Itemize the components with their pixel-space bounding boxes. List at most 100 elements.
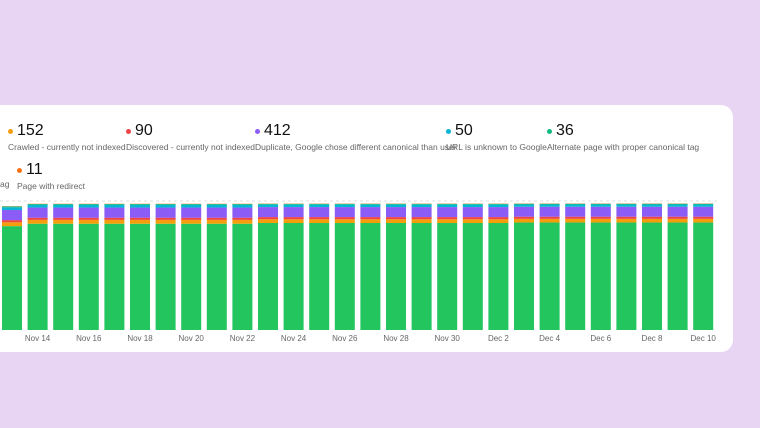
bar-segment xyxy=(334,204,355,208)
bar-nov-18[interactable] xyxy=(130,203,150,330)
bar-nov-17[interactable] xyxy=(104,203,125,330)
bar-segment xyxy=(539,204,560,207)
bar-segment xyxy=(642,204,662,207)
bar-segment xyxy=(53,219,74,224)
bar-nov-16[interactable] xyxy=(78,203,99,330)
bar-segment xyxy=(27,219,48,224)
bar-segment xyxy=(27,204,48,205)
legend-value: 36 xyxy=(556,122,574,139)
bar-segment xyxy=(616,216,637,219)
bar-dec-6[interactable] xyxy=(590,203,611,330)
bar-segment xyxy=(462,203,483,205)
bar-segment xyxy=(78,204,99,208)
bar-dec-7[interactable] xyxy=(616,203,637,330)
bar-nov-22[interactable] xyxy=(232,203,253,330)
bar-segment xyxy=(488,203,509,205)
legend-dot-icon xyxy=(126,128,131,134)
bar-segment xyxy=(411,217,432,220)
bar-segment xyxy=(462,217,483,220)
bar-segment xyxy=(590,222,611,330)
x-tick-label: Nov 24 xyxy=(281,334,307,343)
x-tick-label: Dec 8 xyxy=(642,334,663,343)
bar-nov-14[interactable] xyxy=(27,203,48,330)
legend-dot-icon xyxy=(17,167,22,173)
bar-segment xyxy=(386,207,406,218)
legend-value: 90 xyxy=(135,122,153,139)
bar-segment xyxy=(360,207,381,218)
bar-segment xyxy=(565,218,586,223)
bar-segment xyxy=(53,217,74,220)
bar-nov-15[interactable] xyxy=(53,203,74,330)
bar-segment xyxy=(206,219,227,224)
legend-dot-icon xyxy=(547,128,552,134)
bar-nov-29[interactable] xyxy=(411,203,432,330)
bar-segment xyxy=(360,217,381,220)
bar-segment xyxy=(206,207,227,218)
x-tick-label: Nov 18 xyxy=(127,334,153,343)
bar-nov-24[interactable] xyxy=(283,203,304,330)
bar-segment xyxy=(667,204,688,207)
bar-segment xyxy=(283,223,304,330)
bar-dec-3[interactable] xyxy=(514,203,534,330)
bar-segment xyxy=(693,216,714,219)
bar-nov-20[interactable] xyxy=(181,203,202,330)
legend-label: Crawled - currently not indexed xyxy=(8,142,126,152)
bar-dec-9[interactable] xyxy=(667,203,688,330)
bar-nov-30[interactable] xyxy=(437,203,458,330)
legend-item[interactable]: 11 Page with redirect xyxy=(17,162,85,191)
bar-segment xyxy=(104,217,125,220)
legend-value: 152 xyxy=(17,122,44,139)
legend-item[interactable]: 152 Crawled - currently not indexed xyxy=(8,123,126,152)
bar-nov-26[interactable] xyxy=(334,203,355,330)
bar-dec-2[interactable] xyxy=(488,203,509,330)
bar-segment xyxy=(2,220,22,223)
x-tick-label: Nov 28 xyxy=(383,334,409,343)
bar-dec-8[interactable] xyxy=(642,203,662,330)
bar-nov-25[interactable] xyxy=(309,203,330,330)
legend-item[interactable]: 50 URL is unknown to Google xyxy=(446,123,547,152)
bar-segment xyxy=(386,204,406,208)
bar-segment xyxy=(155,219,176,224)
bar-segment xyxy=(616,218,637,223)
bar-dec-1[interactable] xyxy=(462,203,483,330)
bar-dec-4[interactable] xyxy=(539,203,560,330)
bar-nov-28[interactable] xyxy=(386,203,406,330)
bar-segment xyxy=(386,203,406,205)
bar-segment xyxy=(181,204,202,205)
legend-item[interactable]: 90 Discovered - currently not indexed xyxy=(126,123,255,152)
bar-segment xyxy=(386,223,406,330)
bar-nov-19[interactable] xyxy=(155,203,176,330)
bar-nov-23[interactable] xyxy=(258,203,278,330)
bar-segment xyxy=(462,204,483,208)
bar-segment xyxy=(565,216,586,219)
bar-segment xyxy=(309,203,330,205)
legend-label: URL is unknown to Google xyxy=(446,142,547,152)
bar-segment xyxy=(590,204,611,207)
bar-segment xyxy=(514,216,534,219)
bar-segment xyxy=(309,223,330,330)
bar-nov-21[interactable] xyxy=(206,203,227,330)
bar-segment xyxy=(155,217,176,220)
bar-dec-10[interactable] xyxy=(693,203,714,330)
bar-segment xyxy=(642,206,662,217)
bar-nov-13[interactable] xyxy=(2,206,22,330)
bar-segment xyxy=(283,219,304,224)
bar-segment xyxy=(667,222,688,330)
x-tick-label: Nov 26 xyxy=(332,334,358,343)
bar-segment xyxy=(232,204,253,205)
legend-dot-icon xyxy=(446,128,451,134)
bar-segment xyxy=(27,204,48,208)
bar-segment xyxy=(283,204,304,208)
bar-dec-5[interactable] xyxy=(565,203,586,330)
bar-segment xyxy=(27,207,48,218)
bar-segment xyxy=(78,207,99,218)
bar-segment xyxy=(437,203,458,205)
legend-item[interactable]: 36 Alternate page with proper canonical t… xyxy=(547,123,699,152)
bar-segment xyxy=(360,204,381,208)
x-tick-label: Dec 6 xyxy=(590,334,611,343)
legend-value: 50 xyxy=(455,122,473,139)
bar-nov-27[interactable] xyxy=(360,203,381,330)
legend-item[interactable]: 412 Duplicate, Google chose different can… xyxy=(255,123,457,152)
bar-segment xyxy=(565,206,586,217)
